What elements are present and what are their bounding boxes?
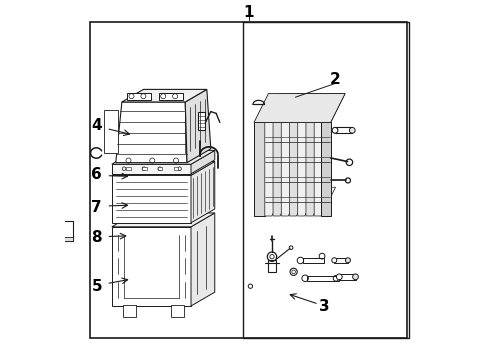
- Bar: [158, 167, 162, 170]
- Polygon shape: [122, 89, 207, 102]
- Polygon shape: [112, 161, 215, 175]
- Polygon shape: [104, 110, 118, 153]
- Polygon shape: [298, 94, 319, 216]
- Ellipse shape: [332, 127, 338, 133]
- Polygon shape: [123, 305, 136, 317]
- Bar: [174, 167, 178, 170]
- Bar: [307, 276, 339, 281]
- Bar: [198, 112, 205, 130]
- Text: 5: 5: [91, 279, 102, 294]
- Bar: [243, 22, 409, 338]
- Polygon shape: [320, 94, 345, 122]
- Polygon shape: [290, 94, 311, 216]
- Bar: [126, 167, 131, 170]
- Polygon shape: [314, 94, 336, 216]
- Polygon shape: [185, 89, 211, 163]
- Ellipse shape: [349, 127, 355, 133]
- Text: 1: 1: [244, 5, 254, 20]
- Bar: [334, 258, 348, 263]
- Bar: [90, 22, 407, 338]
- Polygon shape: [191, 150, 215, 174]
- Polygon shape: [159, 93, 183, 100]
- Polygon shape: [306, 94, 327, 216]
- Text: 6: 6: [91, 167, 102, 182]
- Bar: [320, 122, 331, 216]
- Polygon shape: [273, 94, 294, 216]
- Bar: [61, 237, 73, 241]
- Text: 4: 4: [91, 118, 102, 134]
- Bar: [142, 167, 147, 170]
- Bar: [339, 274, 356, 280]
- Text: 2: 2: [330, 72, 341, 87]
- Bar: [269, 260, 275, 272]
- Polygon shape: [112, 164, 191, 174]
- Bar: [254, 122, 265, 216]
- Polygon shape: [171, 305, 184, 317]
- Polygon shape: [112, 227, 191, 306]
- Bar: [61, 221, 73, 241]
- Ellipse shape: [353, 274, 358, 280]
- Polygon shape: [127, 93, 151, 100]
- Text: 8: 8: [91, 230, 102, 245]
- Polygon shape: [112, 150, 215, 164]
- Polygon shape: [116, 102, 187, 163]
- Polygon shape: [112, 175, 191, 223]
- Text: 7: 7: [91, 199, 102, 215]
- Ellipse shape: [337, 274, 342, 280]
- Polygon shape: [191, 213, 215, 306]
- Polygon shape: [265, 94, 286, 216]
- Ellipse shape: [332, 258, 337, 263]
- Polygon shape: [254, 94, 345, 122]
- Bar: [335, 127, 352, 133]
- Text: 3: 3: [319, 299, 329, 314]
- Ellipse shape: [345, 258, 350, 263]
- Bar: [303, 258, 324, 263]
- Polygon shape: [191, 161, 215, 223]
- Polygon shape: [281, 94, 303, 216]
- Polygon shape: [112, 213, 215, 227]
